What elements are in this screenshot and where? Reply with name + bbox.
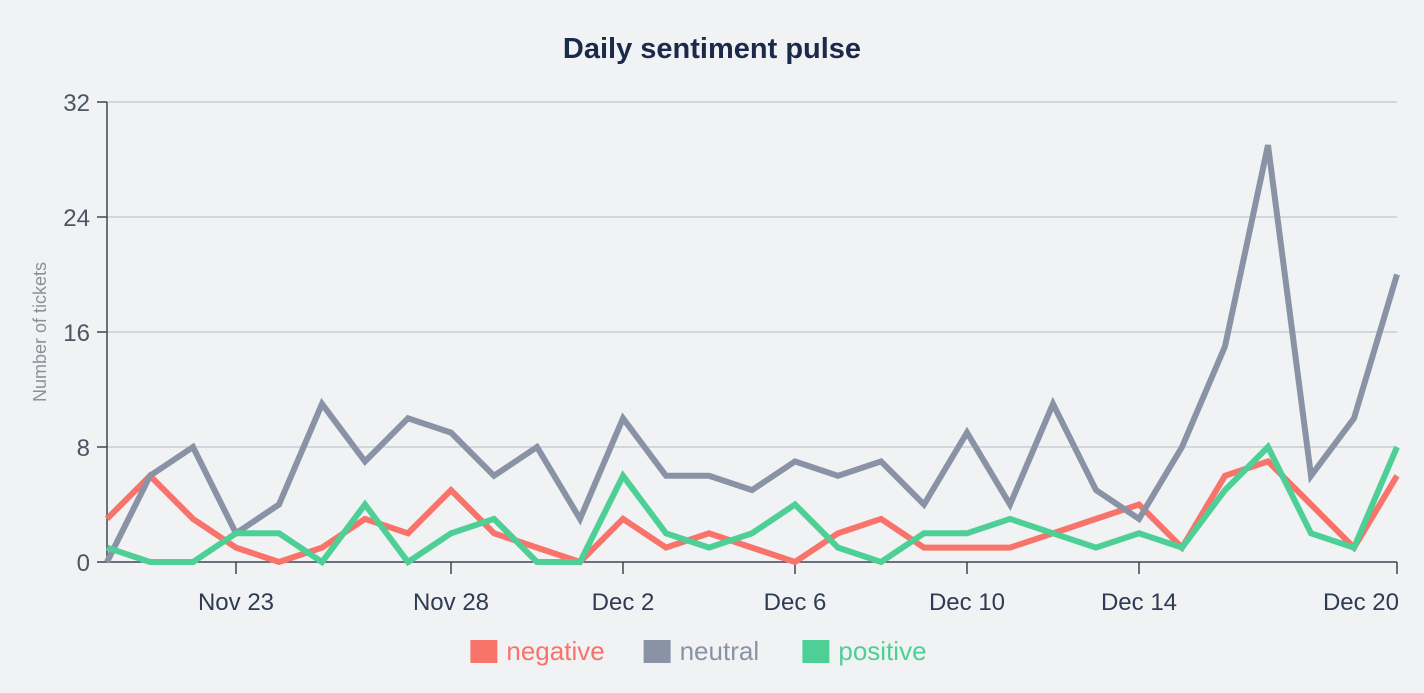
y-tick-label: 0: [77, 550, 90, 577]
x-tick-label: Dec 14: [1101, 589, 1177, 616]
x-tick-label: Nov 23: [198, 589, 274, 616]
chart-title: Daily sentiment pulse: [563, 33, 861, 65]
x-tick-label: Dec 20: [1323, 589, 1399, 616]
legend-label-positive: positive: [838, 636, 926, 666]
x-axis-ticks: Nov 23 Nov 28 Dec 2 Dec 6 Dec 10 Dec 14 Dec 20: [198, 562, 1399, 616]
y-axis-label: Number of tickets: [30, 262, 50, 402]
y-tick-label: 16: [63, 320, 90, 347]
legend-item-positive[interactable]: positive: [802, 636, 927, 666]
legend-swatch-neutral: [643, 640, 671, 663]
legend-swatch-positive: [802, 640, 830, 663]
y-tick-label: 24: [63, 205, 90, 232]
x-tick-label: Dec 10: [929, 589, 1005, 616]
legend-swatch-negative: [470, 640, 498, 663]
x-tick-label: Dec 6: [764, 589, 827, 616]
legend-item-negative[interactable]: negative: [470, 636, 605, 666]
legend-label-negative: negative: [506, 636, 604, 666]
legend-item-neutral[interactable]: neutral: [643, 636, 760, 666]
series-line-neutral: [104, 144, 1400, 564]
x-tick-label: Nov 28: [413, 589, 489, 616]
x-tick-label: Dec 2: [592, 589, 655, 616]
series-line-positive: [106, 441, 1400, 567]
series-lines: [104, 144, 1400, 567]
y-tick-label: 8: [77, 435, 90, 462]
y-tick-label: 32: [63, 90, 90, 117]
y-axis-ticks: 0 8 16 24 32: [63, 90, 107, 577]
legend[interactable]: negative neutral positive: [470, 636, 927, 666]
legend-label-neutral: neutral: [680, 636, 760, 666]
